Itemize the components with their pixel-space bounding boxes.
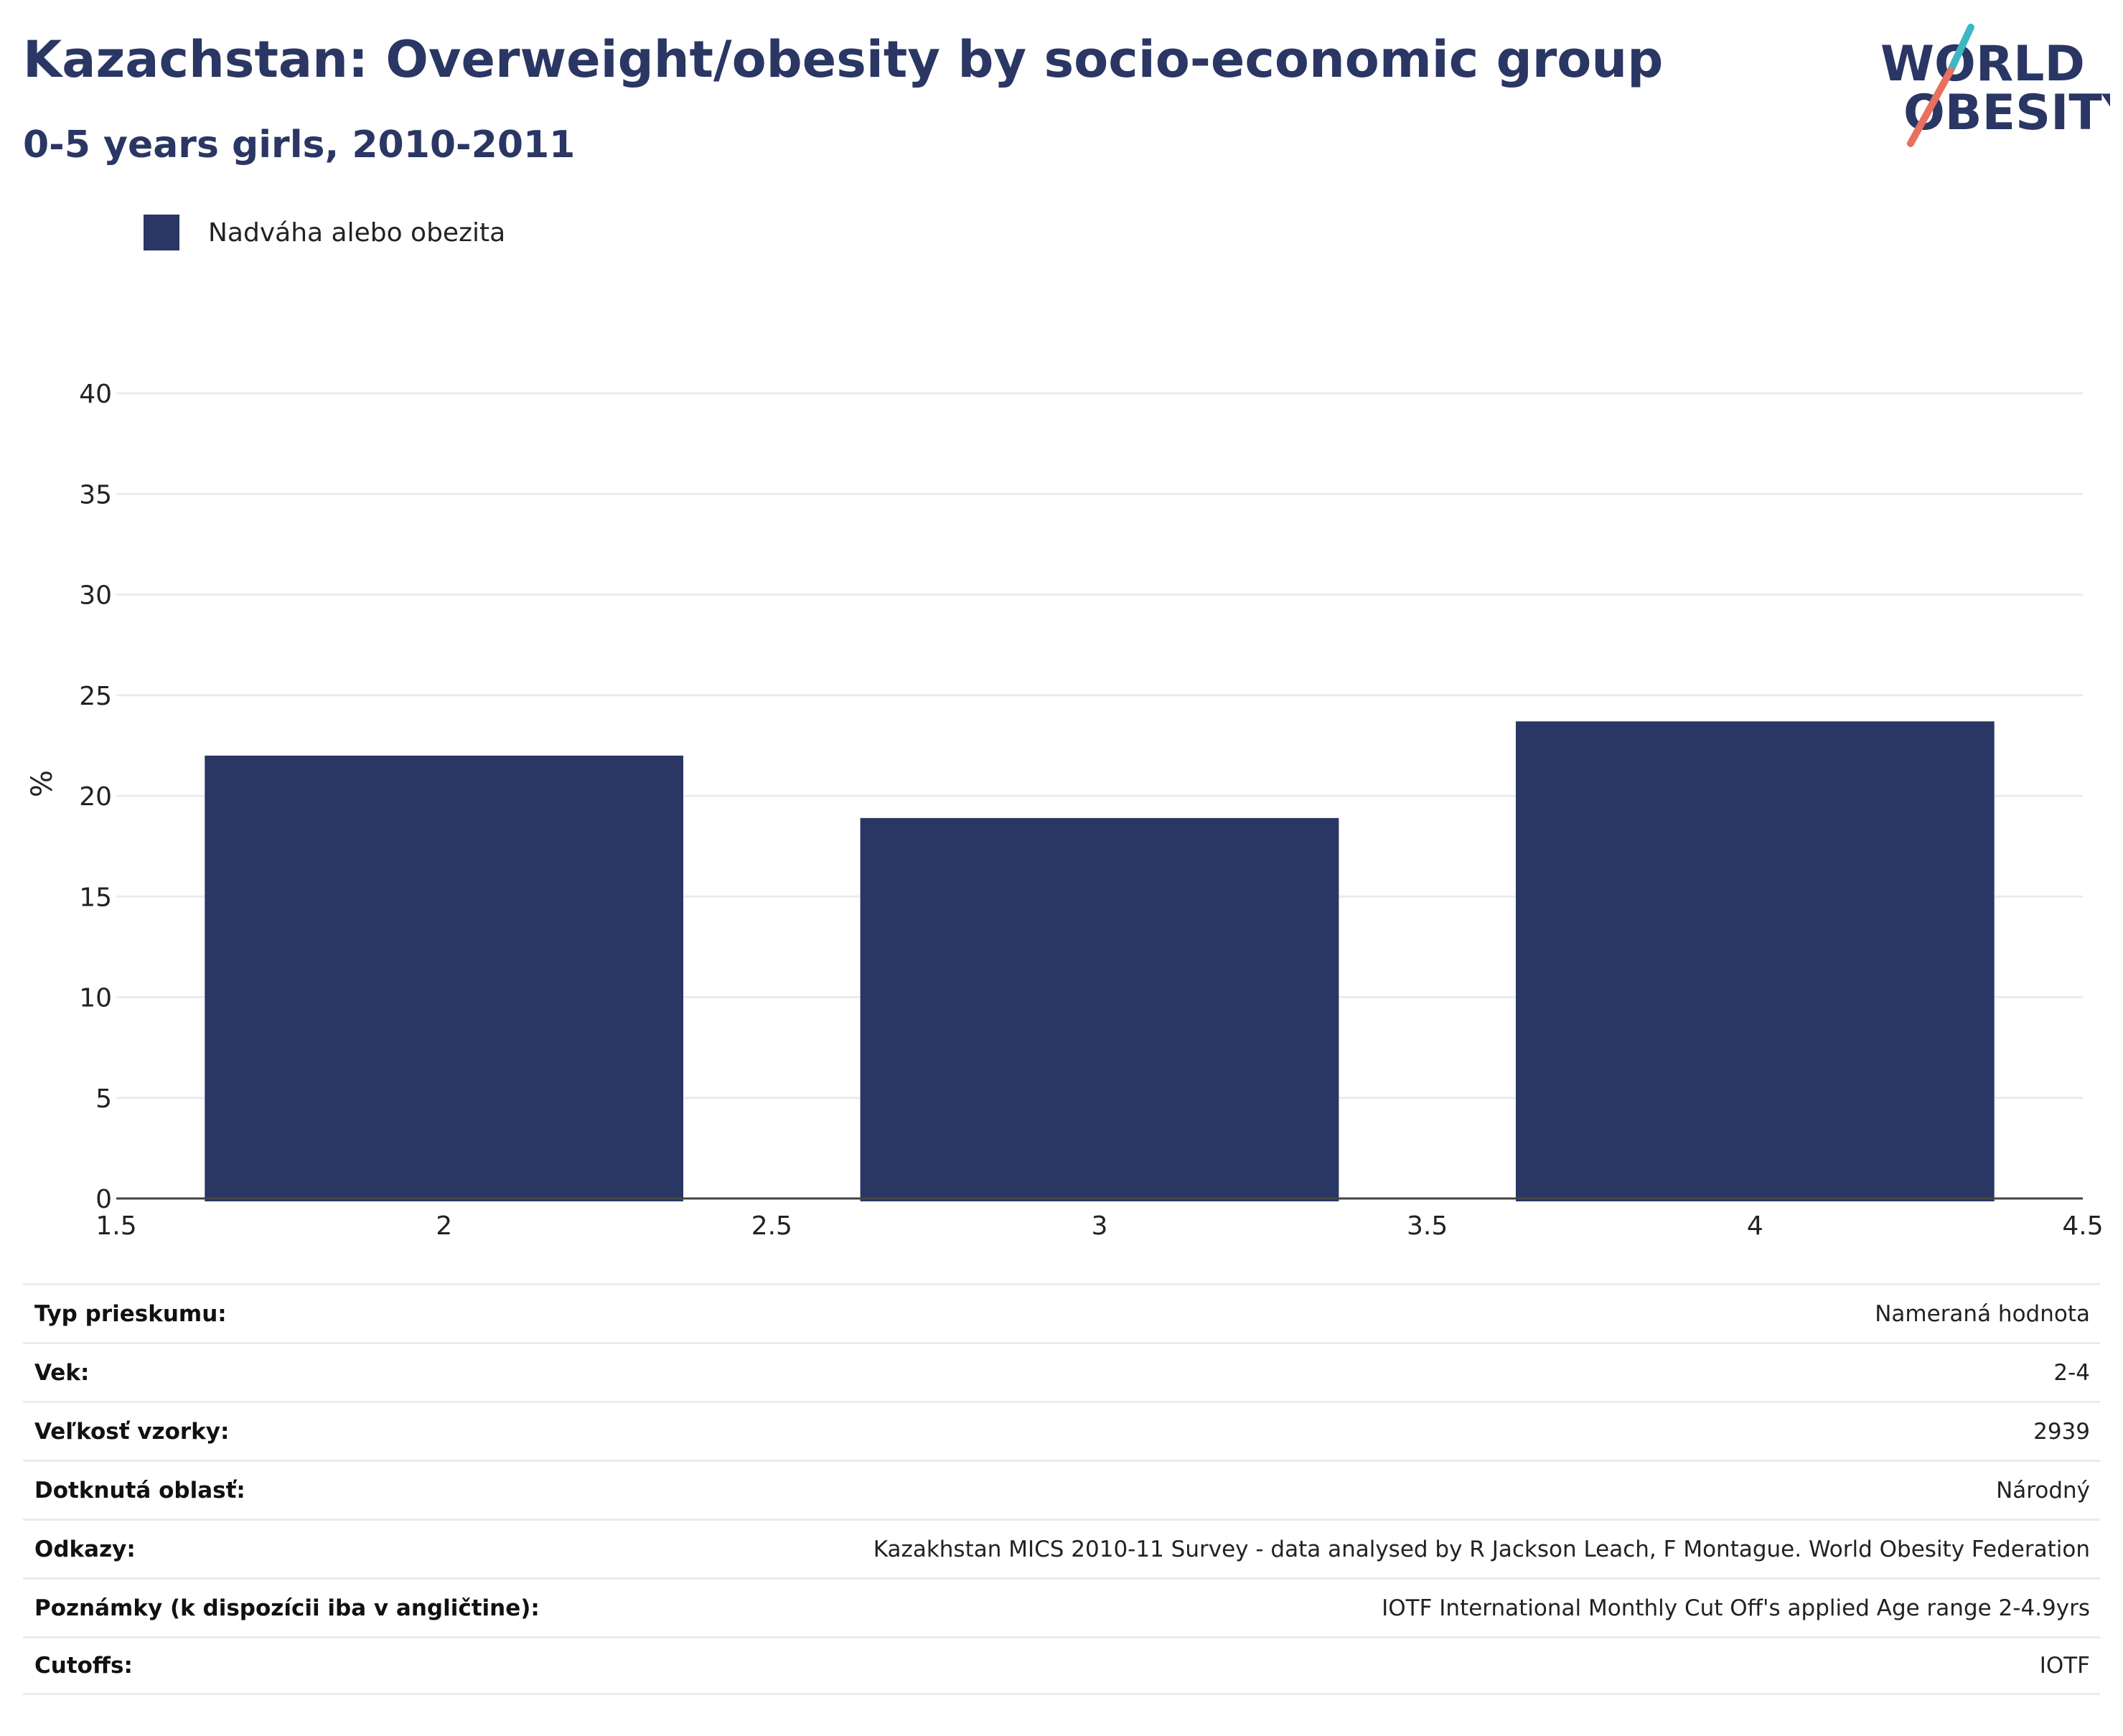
y-tick-label: 20 bbox=[79, 782, 112, 812]
info-row: Vek: 2-4 bbox=[23, 1342, 2100, 1401]
y-tick-label: 0 bbox=[95, 1185, 112, 1214]
info-table: Typ prieskumu: Nameraná hodnota Vek: 2-4 Veľ… bbox=[23, 1283, 2100, 1695]
info-key: Vek: bbox=[34, 1359, 90, 1386]
page-title: Kazachstan: Overweight/obesity by socio-… bbox=[23, 30, 1664, 89]
y-tick-label: 40 bbox=[79, 380, 112, 409]
chart-legend[interactable]: Nadváha alebo obezita bbox=[144, 212, 505, 253]
legend-swatch bbox=[144, 215, 179, 250]
bar[interactable] bbox=[205, 755, 684, 1201]
x-tick-label: 4 bbox=[1747, 1211, 1763, 1241]
logo-slash-teal bbox=[1947, 24, 1974, 74]
bar-layer bbox=[205, 721, 1995, 1201]
logo-line-1: WORLD bbox=[1880, 36, 2085, 93]
x-tick-label: 1.5 bbox=[95, 1211, 136, 1241]
legend-label: Nadváha alebo obezita bbox=[208, 217, 506, 248]
y-axis-label: % bbox=[26, 770, 59, 797]
info-key: Veľkosť vzorky: bbox=[34, 1418, 230, 1445]
bar[interactable] bbox=[1515, 721, 1995, 1201]
page-subtitle: 0-5 years girls, 2010-2011 bbox=[23, 123, 576, 166]
logo-slash-coral bbox=[1907, 67, 1954, 147]
x-tick-label: 4.5 bbox=[2062, 1211, 2103, 1241]
info-row: Typ prieskumu: Nameraná hodnota bbox=[23, 1283, 2100, 1342]
axis-layer: 0 5 10 15 20 25 30 35 40 1.5 2 2.5 3 3.5 4 4.5 bbox=[79, 380, 2103, 1241]
info-value: Nameraná hodnota bbox=[1875, 1300, 2090, 1327]
info-value: IOTF International Monthly Cut Off's app… bbox=[1382, 1595, 2090, 1621]
y-tick-label: 15 bbox=[79, 883, 112, 912]
y-tick-label: 25 bbox=[79, 682, 112, 711]
bar-chart: 0 5 10 15 20 25 30 35 40 1.5 2 2.5 3 3.5 4 4.5 % bbox=[26, 380, 2104, 1241]
info-key: Typ prieskumu: bbox=[34, 1300, 227, 1327]
info-key: Odkazy: bbox=[34, 1536, 136, 1562]
y-tick-label: 35 bbox=[79, 480, 112, 510]
x-tick-label: 2 bbox=[436, 1211, 452, 1241]
info-row: Poznámky (k dispozícii iba v angličtine)… bbox=[23, 1577, 2100, 1636]
info-value: Národný bbox=[1996, 1477, 2090, 1503]
y-tick-label: 30 bbox=[79, 581, 112, 611]
x-tick-label: 2.5 bbox=[751, 1211, 792, 1241]
info-value: 2-4 bbox=[2053, 1359, 2090, 1386]
info-row: Veľkosť vzorky: 2939 bbox=[23, 1401, 2100, 1460]
world-obesity-logo: WORLD OBESITY bbox=[1880, 24, 2110, 147]
bar[interactable] bbox=[860, 817, 1339, 1201]
info-row: Dotknutá oblasť: Národný bbox=[23, 1460, 2100, 1519]
info-key: Poznámky (k dispozícii iba v angličtine)… bbox=[34, 1595, 540, 1621]
info-value: 2939 bbox=[2033, 1418, 2090, 1445]
x-tick-label: 3.5 bbox=[1407, 1211, 1448, 1241]
info-value: IOTF bbox=[2039, 1653, 2090, 1679]
info-value: Kazakhstan MICS 2010-11 Survey - data an… bbox=[873, 1536, 2090, 1562]
info-key: Cutoffs: bbox=[34, 1653, 133, 1679]
info-row: Cutoffs: IOTF bbox=[23, 1636, 2100, 1695]
info-row: Odkazy: Kazakhstan MICS 2010-11 Survey - … bbox=[23, 1519, 2100, 1577]
x-tick-label: 3 bbox=[1092, 1211, 1108, 1241]
info-key: Dotknutá oblasť: bbox=[34, 1477, 245, 1503]
y-tick-label: 10 bbox=[79, 984, 112, 1013]
y-tick-label: 5 bbox=[95, 1084, 112, 1114]
